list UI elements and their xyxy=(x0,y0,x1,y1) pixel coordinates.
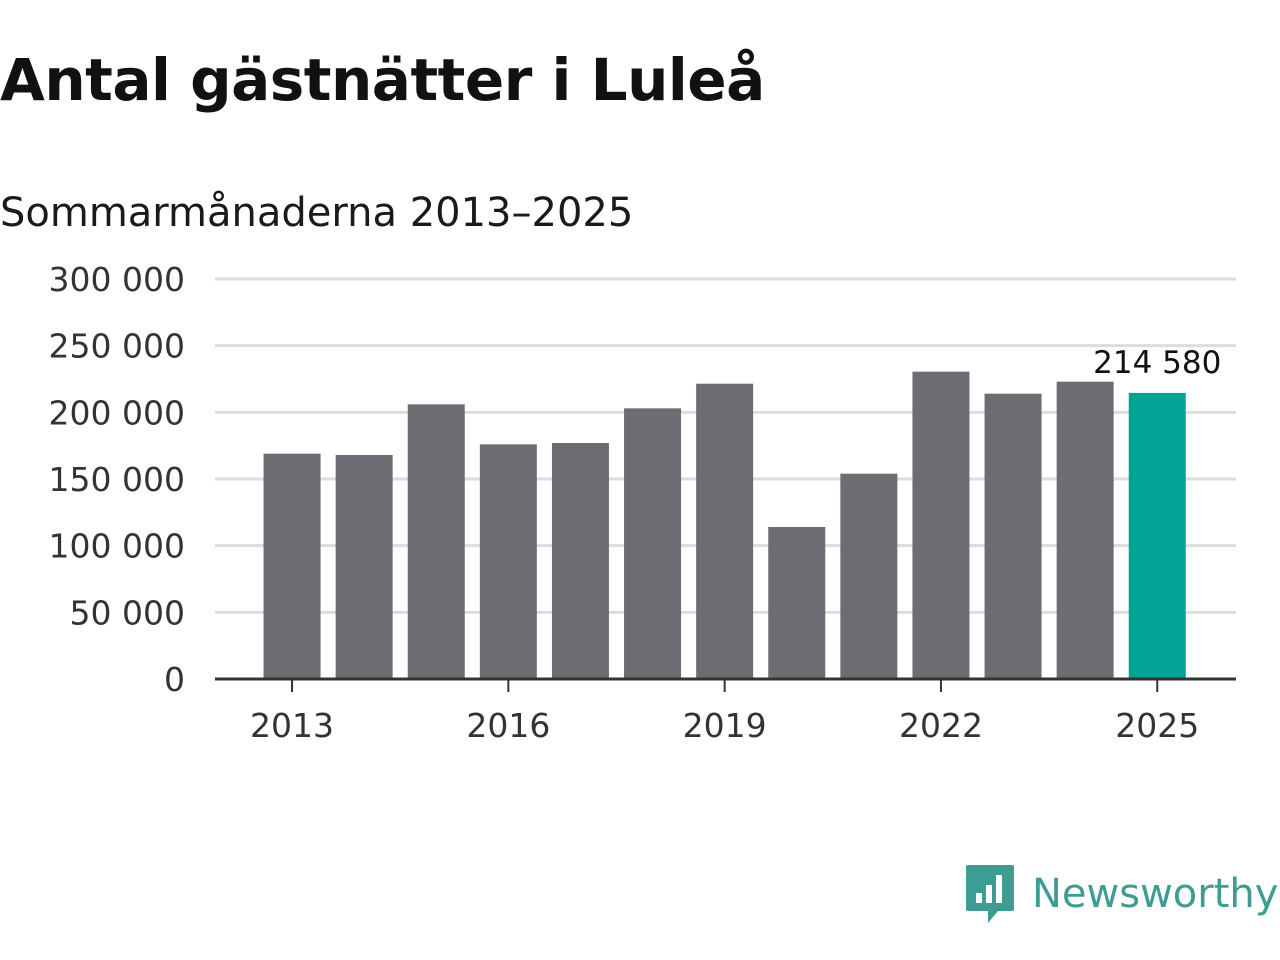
newsworthy-logo-icon xyxy=(964,863,1016,925)
brand-name: Newsworthy xyxy=(1032,866,1278,922)
x-tick-label: 2025 xyxy=(1115,706,1199,745)
bar-2015 xyxy=(408,404,465,679)
bar-2014 xyxy=(336,455,393,679)
x-tick-label: 2016 xyxy=(466,706,550,745)
bar-2024 xyxy=(1057,382,1114,679)
y-tick-label: 250 000 xyxy=(49,327,185,366)
bars xyxy=(264,372,1186,679)
bar-chart: 0 50 000 100 000 150 000 200 000 250 000 300 0… xyxy=(0,0,1280,960)
bar-2018 xyxy=(624,408,681,679)
x-tick-label: 2022 xyxy=(899,706,983,745)
bar-2025 xyxy=(1129,393,1186,679)
y-tick-label: 300 000 xyxy=(49,260,185,299)
y-tick-label: 50 000 xyxy=(70,593,185,632)
bar-2022 xyxy=(912,372,969,679)
bar-2017 xyxy=(552,443,609,679)
y-tick-label: 150 000 xyxy=(49,460,185,499)
data-label-highlight: 214 580 xyxy=(1093,345,1221,381)
x-tick-label: 2019 xyxy=(683,706,767,745)
y-axis-tick-labels: 0 50 000 100 000 150 000 200 000 250 000 300 0… xyxy=(49,260,185,699)
y-tick-label: 100 000 xyxy=(49,527,185,566)
bar-2023 xyxy=(985,394,1042,679)
data-labels: 214 580 xyxy=(1093,345,1221,381)
bar-2020 xyxy=(768,527,825,679)
bar-2016 xyxy=(480,444,537,679)
x-tick-label: 2013 xyxy=(250,706,334,745)
x-axis: 2013 2016 2019 2022 2025 xyxy=(215,679,1236,745)
bar-2019 xyxy=(696,384,753,679)
brand-logo: Newsworthy xyxy=(964,862,1278,926)
bar-2013 xyxy=(264,454,321,679)
bar-2021 xyxy=(840,474,897,679)
y-tick-label: 0 xyxy=(164,660,185,699)
y-tick-label: 200 000 xyxy=(49,393,185,432)
